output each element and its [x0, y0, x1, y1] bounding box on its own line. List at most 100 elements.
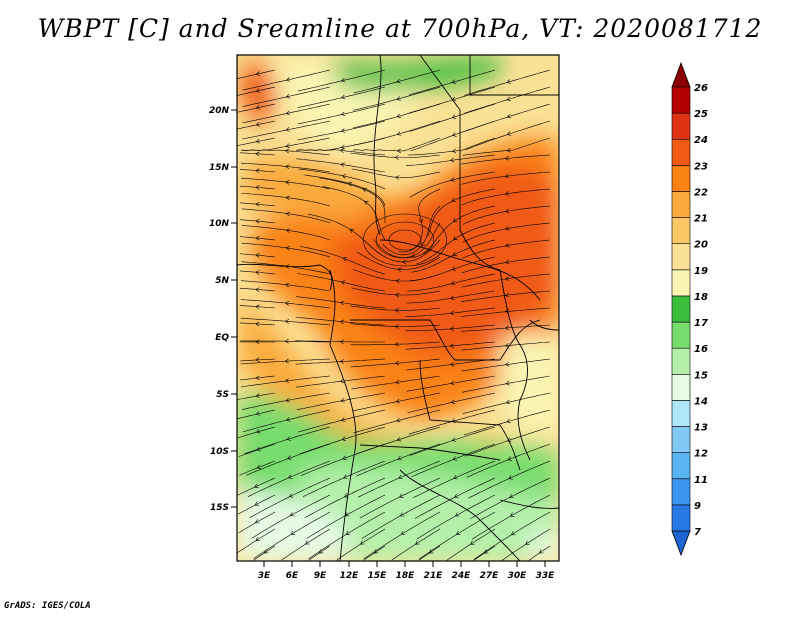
- streamline-arrow: [339, 300, 345, 306]
- lon-label: 15E: [368, 571, 388, 581]
- colorbar-label: 11: [694, 475, 708, 486]
- streamline-arrow: [349, 229, 354, 233]
- streamline-arrow: [506, 79, 511, 84]
- colorbar-label: 22: [694, 187, 708, 198]
- colorbar-label: 17: [694, 318, 708, 329]
- lat-label: EQ: [215, 333, 229, 343]
- streamline-arrow: [254, 483, 259, 488]
- streamline: [239, 305, 276, 309]
- streamline-arrow: [340, 111, 346, 117]
- streamline-arrow: [285, 397, 290, 403]
- streamline-arrow: [451, 266, 457, 271]
- streamline-arrow: [285, 282, 290, 288]
- streamline: [239, 202, 276, 207]
- streamline-arrow: [290, 530, 296, 535]
- streamline: [239, 270, 276, 275]
- colorbar-label: 21: [694, 214, 708, 225]
- streamline-arrow: [341, 436, 346, 441]
- colorbar-swatch: [671, 86, 691, 114]
- streamline-arrow: [285, 77, 291, 82]
- colorbar-label: 9: [694, 501, 701, 512]
- streamline-arrow: [342, 455, 347, 460]
- streamline-arrow: [504, 343, 510, 348]
- streamline-arrow: [504, 325, 510, 331]
- streamline-arrow: [255, 287, 260, 292]
- streamline-arrow: [451, 418, 456, 423]
- streamline-arrow: [254, 519, 260, 524]
- streamline-arrow: [505, 208, 510, 214]
- streamline: [239, 169, 276, 173]
- colorbar-swatch: [671, 138, 691, 166]
- streamline-arrow: [399, 512, 405, 517]
- streamline-arrow: [284, 378, 290, 383]
- streamline-arrow: [505, 242, 510, 248]
- streamline-arrow: [255, 270, 260, 275]
- streamline-arrow: [285, 245, 291, 251]
- streamline-arrow: [345, 530, 351, 535]
- colorbar-swatch: [671, 426, 691, 453]
- map-title: WBPT [C] and Sreamline at 700hPa, VT: 20…: [37, 14, 763, 43]
- streamline-arrow: [450, 380, 455, 386]
- colorbar-swatch: [671, 321, 691, 349]
- streamline-arrow: [285, 110, 291, 116]
- streamlines: [237, 69, 551, 561]
- streamline: [239, 287, 276, 292]
- streamline-arrow: [394, 155, 399, 160]
- streamline-arrow: [428, 549, 434, 554]
- streamline-arrow: [318, 549, 324, 554]
- lon-label: 6E: [286, 571, 299, 581]
- streamline-arrow: [255, 88, 261, 93]
- streamline-arrow: [418, 218, 424, 224]
- vortex-streamline: [375, 221, 435, 259]
- streamline-arrow: [396, 148, 402, 154]
- streamline-arrow: [394, 360, 400, 366]
- streamline-arrow: [396, 96, 401, 101]
- streamline-arrow: [395, 379, 400, 385]
- streamline-arrow: [415, 540, 420, 545]
- streamline-arrow: [397, 267, 402, 273]
- colorbar-swatch: [671, 452, 691, 480]
- streamline-arrow: [263, 549, 269, 554]
- streamline-arrow: [285, 164, 290, 170]
- streamline-arrow: [504, 191, 510, 196]
- streamline-arrow: [504, 155, 510, 161]
- colorbar-label: 7: [694, 527, 701, 538]
- streamline-arrow: [506, 437, 512, 442]
- streamline-arrow: [508, 475, 513, 480]
- colorbar-label: 23: [694, 161, 708, 172]
- streamline-arrow: [284, 338, 289, 344]
- streamline-arrow: [506, 147, 511, 153]
- streamline: [237, 494, 276, 515]
- streamline-arrow: [286, 436, 291, 441]
- streamline-arrow: [451, 79, 456, 84]
- streamline-arrow: [287, 455, 292, 460]
- streamline-arrow: [255, 138, 260, 144]
- streamline-arrow: [451, 114, 457, 119]
- streamline-arrow: [255, 357, 260, 363]
- streamline-arrow: [285, 264, 290, 269]
- streamline-arrow: [339, 378, 345, 384]
- streamline-arrow: [420, 241, 426, 247]
- streamline-arrow: [255, 105, 261, 110]
- map-frame: [236, 54, 560, 562]
- wbpt-shaded-field: [237, 55, 559, 561]
- streamline-arrow: [285, 143, 290, 149]
- streamline-arrow: [507, 456, 513, 461]
- lon-label: 18E: [396, 571, 416, 581]
- streamline-arrow: [454, 493, 459, 498]
- streamline-arrow: [505, 225, 510, 231]
- colorbar-swatch: [671, 478, 691, 506]
- streamline-arrow: [285, 127, 290, 132]
- streamline-arrow: [505, 361, 510, 367]
- streamline-arrow: [256, 446, 261, 452]
- colorbar-label: 19: [694, 266, 708, 277]
- streamline-arrow: [506, 131, 512, 136]
- streamline-arrow: [394, 324, 399, 329]
- colorbar-label: 24: [694, 135, 708, 146]
- streamline-arrow: [395, 175, 400, 180]
- streamline-arrow: [340, 398, 345, 403]
- lat-label: 5N: [215, 276, 229, 286]
- streamline-arrow: [340, 128, 346, 133]
- streamline-arrow: [373, 549, 379, 554]
- streamline-arrow: [255, 321, 260, 327]
